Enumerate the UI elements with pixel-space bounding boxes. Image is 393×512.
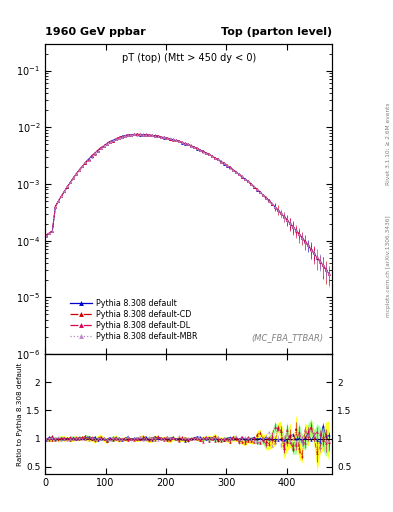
- Legend: Pythia 8.308 default, Pythia 8.308 default-CD, Pythia 8.308 default-DL, Pythia 8: Pythia 8.308 default, Pythia 8.308 defau…: [66, 295, 201, 344]
- Text: pT (top) (Mtt > 450 dy < 0): pT (top) (Mtt > 450 dy < 0): [121, 53, 256, 63]
- Text: mcplots.cern.ch [arXiv:1306.3436]: mcplots.cern.ch [arXiv:1306.3436]: [386, 216, 391, 317]
- Text: Top (parton level): Top (parton level): [221, 27, 332, 37]
- Text: 1960 GeV ppbar: 1960 GeV ppbar: [45, 27, 146, 37]
- Y-axis label: Ratio to Pythia 8.308 default: Ratio to Pythia 8.308 default: [17, 362, 23, 465]
- Text: Rivet 3.1.10; ≥ 2.6M events: Rivet 3.1.10; ≥ 2.6M events: [386, 102, 391, 185]
- Text: (MC_FBA_TTBAR): (MC_FBA_TTBAR): [252, 333, 323, 342]
